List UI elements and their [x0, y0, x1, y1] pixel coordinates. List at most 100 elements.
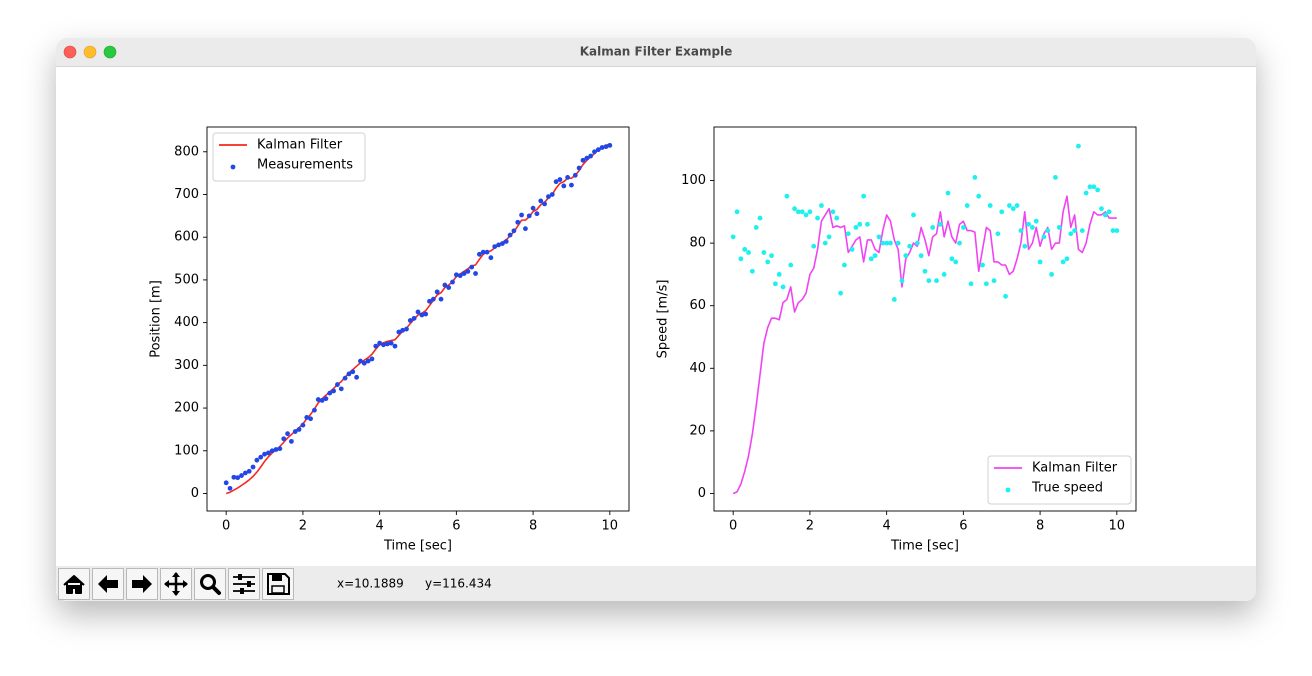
y-tick-label: 600 — [174, 230, 199, 245]
scatter-point — [323, 396, 329, 402]
scatter-point — [1083, 190, 1089, 196]
scatter-point — [312, 407, 317, 413]
scatter-point — [254, 457, 260, 463]
scatter-point — [999, 209, 1005, 215]
scatter-point — [285, 431, 290, 437]
close-button[interactable] — [63, 45, 77, 59]
scatter-point — [1033, 218, 1039, 224]
scatter-point — [465, 268, 471, 274]
scatter-point — [461, 271, 467, 276]
pan-button[interactable] — [160, 568, 192, 600]
home-button[interactable] — [58, 568, 90, 600]
minimize-button[interactable] — [83, 45, 97, 59]
x-axis-label: Time [sec] — [383, 539, 452, 554]
scatter-point — [941, 272, 947, 277]
scatter-point — [484, 249, 490, 255]
scatter-point — [304, 415, 310, 420]
scatter-point — [822, 240, 828, 246]
zoom-button[interactable] — [103, 45, 117, 59]
scatter-point — [569, 182, 574, 188]
legend-box — [212, 132, 366, 182]
scatter-point — [868, 256, 874, 262]
scatter-point — [423, 311, 429, 317]
y-tick-label: 800 — [174, 144, 199, 159]
legend-label: Kalman Filter — [1032, 461, 1118, 476]
scatter-point — [515, 219, 521, 225]
scatter-point — [361, 360, 367, 366]
scatter-point — [799, 209, 805, 215]
scatter-point — [1056, 225, 1062, 230]
scatter-point — [872, 253, 878, 259]
scatter-point — [503, 239, 509, 244]
scatter-point — [911, 212, 916, 218]
scatter-point — [949, 256, 955, 262]
axes-frame — [713, 126, 1137, 512]
scatter-point — [1095, 187, 1101, 193]
scatter-point — [1010, 206, 1016, 212]
scatter-point — [438, 296, 444, 302]
scatter-point — [584, 155, 590, 161]
scatter-point — [746, 250, 751, 255]
scatter-point — [1007, 203, 1012, 208]
scatter-point — [734, 209, 740, 215]
scatter-point — [331, 388, 336, 394]
scatter-point — [976, 193, 982, 199]
save-button[interactable] — [262, 568, 294, 600]
scatter-point — [1091, 184, 1097, 190]
scatter-point — [1110, 228, 1116, 233]
scatter-point — [223, 480, 229, 486]
y-tick-label: 20 — [689, 423, 706, 438]
scatter-point — [450, 279, 455, 285]
scatter-point — [427, 298, 432, 304]
scatter-point — [315, 397, 321, 402]
scatter-point — [1014, 203, 1020, 208]
y-tick-label: 0 — [191, 486, 199, 501]
series-line — [225, 143, 611, 495]
scatter-point — [738, 256, 744, 262]
scatter-point — [769, 253, 774, 259]
forward-button[interactable] — [126, 568, 158, 600]
scatter-point — [1045, 228, 1051, 233]
scatter-point — [603, 144, 609, 150]
scatter-point — [1087, 184, 1093, 190]
scatter-point — [838, 290, 843, 296]
scatter-point — [1114, 228, 1120, 233]
zoom-tool-button[interactable] — [194, 568, 226, 600]
scatter-point — [937, 221, 943, 227]
scatter-point — [922, 268, 928, 274]
y-tick-label: 100 — [174, 443, 199, 458]
scatter-point — [511, 228, 517, 234]
scatter-point — [926, 278, 932, 284]
scatter-point — [580, 157, 586, 163]
x-tick-label: 0 — [222, 519, 230, 534]
scatter-point — [381, 342, 386, 348]
scatter-point — [861, 193, 867, 199]
scatter-point — [296, 427, 302, 432]
scatter-point — [565, 175, 571, 180]
scatter-point — [335, 382, 340, 387]
x-tick-label: 2 — [806, 519, 814, 534]
scatter-point — [830, 209, 836, 215]
scatter-point — [914, 240, 920, 246]
scatter-point — [377, 340, 383, 346]
scatter-point — [373, 343, 379, 349]
configure-button[interactable] — [228, 568, 260, 600]
x-tick-label: 0 — [729, 519, 737, 534]
scatter-point — [803, 212, 809, 218]
scatter-point — [907, 243, 913, 249]
series-line — [732, 195, 1117, 495]
scatter-point — [957, 240, 962, 246]
scatter-point — [342, 375, 348, 381]
back-button[interactable] — [92, 568, 124, 600]
cursor-y: y=116.434 — [425, 577, 492, 591]
scatter-point — [1076, 143, 1081, 149]
legend: Kalman Filter Measurements — [212, 132, 366, 182]
scatter-point — [918, 253, 924, 259]
scatter-point — [519, 212, 524, 218]
scatter-point — [292, 429, 298, 434]
scatter-point — [572, 172, 578, 178]
scatter-point — [231, 474, 237, 480]
